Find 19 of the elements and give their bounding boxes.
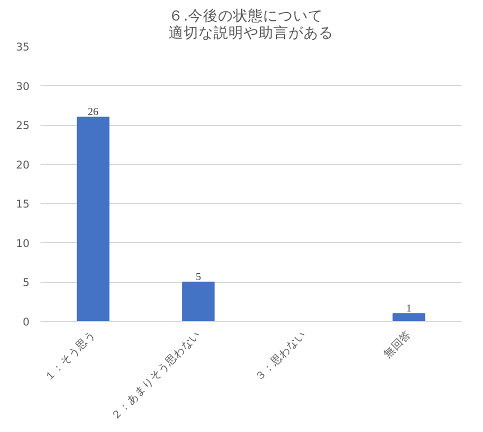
- bar: [76, 116, 110, 322]
- data-label: 5: [196, 272, 202, 284]
- x-tick-label: １：そう思う: [42, 328, 98, 384]
- y-tick-label: 25: [16, 119, 30, 132]
- bar: [392, 313, 426, 322]
- x-tick-label: 無回答: [380, 328, 414, 360]
- y-tick-label: 35: [16, 40, 30, 54]
- x-tick-label: ３：思わない: [252, 328, 308, 384]
- data-label: 1: [406, 304, 412, 315]
- data-label: 26: [88, 107, 100, 118]
- x-tick-label: ２：あまりそう思わない: [108, 328, 203, 423]
- chart-title: ６.今後の状態について適切な説明や助言がある: [168, 8, 334, 42]
- y-tick-label: 20: [16, 158, 30, 172]
- y-tick-label: 30: [16, 80, 30, 93]
- y-tick-label: 10: [16, 236, 30, 250]
- y-tick-label: 5: [22, 276, 30, 290]
- y-tick-label: 0: [22, 316, 30, 328]
- bar: [182, 282, 215, 322]
- y-tick-label: 15: [16, 198, 30, 211]
